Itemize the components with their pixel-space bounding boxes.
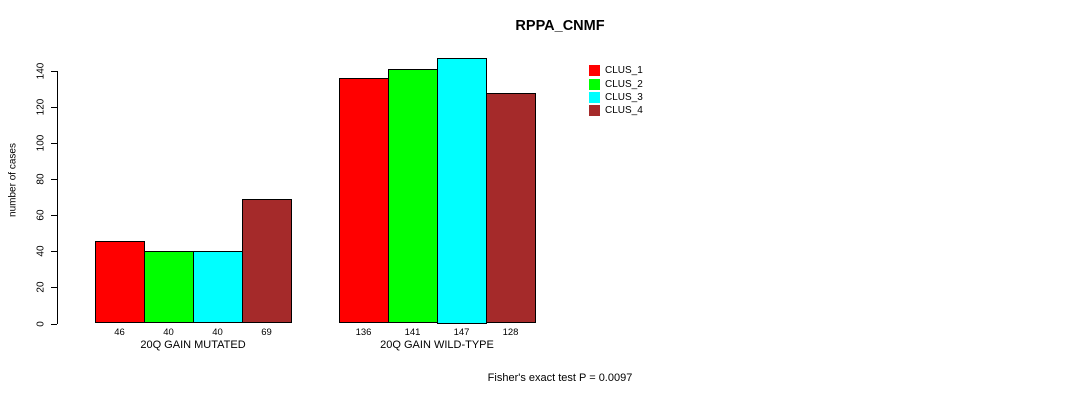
group-label-2: 20Q GAIN WILD-TYPE xyxy=(380,339,494,351)
bar-value-label: 40 xyxy=(163,327,174,338)
bar-value-label: 69 xyxy=(261,327,272,338)
y-tick-mark xyxy=(51,215,57,217)
bar-clus_4-group1 xyxy=(242,199,292,324)
y-tick-label: 100 xyxy=(35,134,47,152)
legend-label: CLUS_3 xyxy=(605,91,643,103)
y-tick-label: 20 xyxy=(35,281,47,293)
bar-clus_2-group1 xyxy=(144,251,194,324)
bar-clus_4-group2 xyxy=(486,92,536,324)
legend-label: CLUS_1 xyxy=(605,65,643,77)
y-tick-label: 140 xyxy=(35,62,47,80)
bar-value-label: 147 xyxy=(453,327,470,338)
bar-value-label: 141 xyxy=(404,327,421,338)
fisher-test-annotation: Fisher's exact test P = 0.0097 xyxy=(487,372,633,384)
group-label-1: 20Q GAIN MUTATED xyxy=(140,339,246,351)
y-tick-label: 80 xyxy=(35,173,47,185)
bar-value-label: 136 xyxy=(355,327,372,338)
bar-clus_2-group2 xyxy=(388,69,438,324)
bar-clus_3-group2 xyxy=(437,58,487,324)
y-tick-label: 40 xyxy=(35,245,47,257)
legend-label: CLUS_2 xyxy=(605,78,643,90)
y-tick-mark xyxy=(51,71,57,72)
y-tick-label: 60 xyxy=(35,209,47,221)
legend-swatch xyxy=(589,105,600,117)
bar-clus_3-group1 xyxy=(193,251,243,324)
bar-value-label: 40 xyxy=(212,327,223,338)
legend-item-clus_1: CLUS_1 xyxy=(589,64,643,77)
legend-swatch xyxy=(589,91,600,103)
y-tick-mark xyxy=(51,287,57,289)
chart-title: RPPA_CNMF xyxy=(515,18,605,34)
legend-swatch xyxy=(589,65,600,77)
y-tick-label: 120 xyxy=(35,98,47,116)
y-tick-mark xyxy=(51,251,57,253)
y-axis xyxy=(57,71,58,324)
y-tick-mark xyxy=(51,323,57,325)
legend-item-clus_2: CLUS_2 xyxy=(589,77,643,90)
bar-value-label: 128 xyxy=(502,327,519,338)
y-tick-mark xyxy=(51,179,57,181)
legend-item-clus_3: CLUS_3 xyxy=(589,91,643,104)
legend-swatch xyxy=(589,78,600,90)
y-tick-label: 0 xyxy=(35,320,47,327)
bar-clus_1-group1 xyxy=(95,240,145,324)
bar-clus_1-group2 xyxy=(339,78,389,324)
y-tick-mark xyxy=(51,143,57,145)
legend-label: CLUS_4 xyxy=(605,105,643,117)
legend-item-clus_4: CLUS_4 xyxy=(589,104,643,117)
legend: CLUS_1 CLUS_2 CLUS_3 CLUS_4 xyxy=(589,64,643,118)
y-tick-mark xyxy=(51,107,57,109)
bar-value-label: 46 xyxy=(114,327,125,338)
y-axis-label: number of cases xyxy=(7,143,19,217)
